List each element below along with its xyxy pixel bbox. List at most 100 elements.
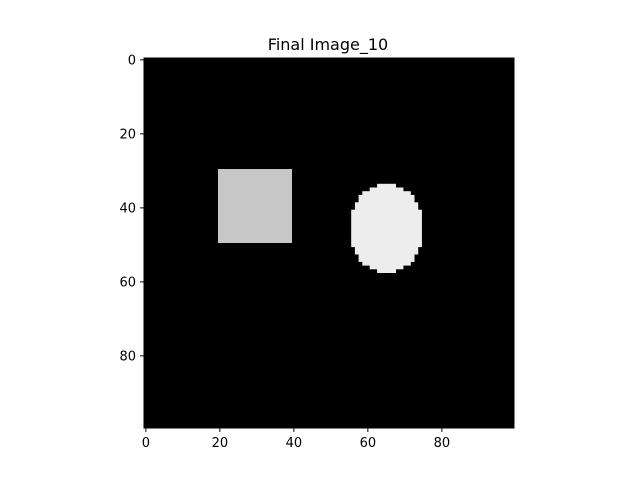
image-ellipse [351, 183, 422, 273]
ellipse-pixel [362, 231, 367, 236]
ellipse-pixel [391, 213, 396, 218]
ellipse-pixel [369, 265, 374, 270]
ellipse-pixel [380, 213, 385, 218]
ellipse-pixel [373, 191, 378, 196]
ellipse-pixel [406, 228, 411, 233]
ellipse-pixel [354, 202, 359, 207]
ellipse-pixel [391, 231, 396, 236]
ellipse-pixel [395, 220, 400, 225]
ellipse-pixel [358, 194, 363, 199]
ellipse-pixel [369, 239, 374, 244]
ellipse-pixel [399, 250, 404, 255]
ellipse-pixel [395, 246, 400, 251]
ellipse-pixel [406, 209, 411, 214]
image-shapes [218, 169, 422, 273]
ellipse-pixel [417, 209, 422, 214]
ellipse-pixel [369, 206, 374, 211]
ellipse-pixel [410, 257, 415, 262]
ellipse-pixel [410, 231, 415, 236]
ellipse-pixel [377, 206, 382, 211]
ellipse-pixel [380, 224, 385, 229]
ellipse-pixel [377, 183, 382, 188]
ellipse-pixel [406, 202, 411, 207]
ellipse-pixel [410, 246, 415, 251]
ellipse-pixel [399, 202, 404, 207]
ellipse-pixel [399, 235, 404, 240]
ellipse-pixel [358, 206, 363, 211]
ellipse-pixel [395, 209, 400, 214]
ellipse-pixel [399, 261, 404, 266]
ellipse-pixel [391, 183, 396, 188]
ellipse-pixel [358, 209, 363, 214]
ellipse-pixel [373, 261, 378, 266]
ellipse-pixel [406, 198, 411, 203]
ellipse-pixel [366, 209, 371, 214]
ellipse-pixel [377, 243, 382, 248]
ellipse-pixel [403, 217, 408, 222]
ellipse-pixel [388, 243, 393, 248]
ellipse-pixel [406, 231, 411, 236]
ellipse-pixel [369, 209, 374, 214]
ellipse-pixel [373, 265, 378, 270]
ellipse-pixel [380, 239, 385, 244]
ellipse-pixel [380, 243, 385, 248]
ellipse-pixel [388, 220, 393, 225]
ellipse-pixel [391, 220, 396, 225]
ellipse-pixel [377, 235, 382, 240]
ellipse-pixel [388, 261, 393, 266]
ellipse-pixel [362, 246, 367, 251]
ellipse-pixel [373, 198, 378, 203]
ellipse-pixel [366, 243, 371, 248]
ellipse-pixel [358, 250, 363, 255]
ellipse-pixel [391, 257, 396, 262]
ellipse-pixel [414, 228, 419, 233]
ellipse-pixel [388, 224, 393, 229]
ellipse-pixel [403, 198, 408, 203]
ellipse-pixel [354, 235, 359, 240]
ellipse-pixel [369, 224, 374, 229]
ellipse-pixel [380, 198, 385, 203]
ellipse-pixel [377, 220, 382, 225]
ellipse-pixel [391, 198, 396, 203]
ellipse-pixel [373, 187, 378, 192]
ellipse-pixel [417, 217, 422, 222]
ellipse-pixel [384, 231, 389, 236]
ellipse-pixel [366, 257, 371, 262]
ellipse-pixel [414, 206, 419, 211]
ellipse-pixel [369, 187, 374, 192]
ellipse-pixel [369, 257, 374, 262]
ellipse-pixel [388, 265, 393, 270]
ellipse-pixel [399, 243, 404, 248]
ellipse-pixel [391, 187, 396, 192]
ellipse-pixel [380, 220, 385, 225]
ellipse-pixel [403, 191, 408, 196]
ellipse-pixel [410, 220, 415, 225]
ellipse-pixel [351, 235, 356, 240]
ellipse-pixel [369, 194, 374, 199]
ellipse-pixel [358, 239, 363, 244]
ellipse-pixel [366, 246, 371, 251]
ellipse-pixel [373, 243, 378, 248]
x-tick-label: 60 [360, 436, 377, 451]
ellipse-pixel [391, 191, 396, 196]
image-background [144, 58, 514, 428]
ellipse-pixel [406, 220, 411, 225]
ellipse-pixel [391, 206, 396, 211]
ellipse-pixel [406, 246, 411, 251]
ellipse-pixel [399, 217, 404, 222]
ellipse-pixel [369, 202, 374, 207]
ellipse-pixel [380, 202, 385, 207]
ellipse-pixel [395, 187, 400, 192]
ellipse-pixel [366, 194, 371, 199]
ellipse-pixel [417, 228, 422, 233]
ellipse-pixel [395, 217, 400, 222]
ellipse-pixel [351, 220, 356, 225]
ellipse-pixel [388, 239, 393, 244]
ellipse-pixel [388, 217, 393, 222]
ellipse-pixel [373, 228, 378, 233]
ellipse-pixel [366, 191, 371, 196]
ellipse-pixel [354, 213, 359, 218]
ellipse-pixel [414, 220, 419, 225]
ellipse-pixel [354, 228, 359, 233]
ellipse-pixel [388, 235, 393, 240]
